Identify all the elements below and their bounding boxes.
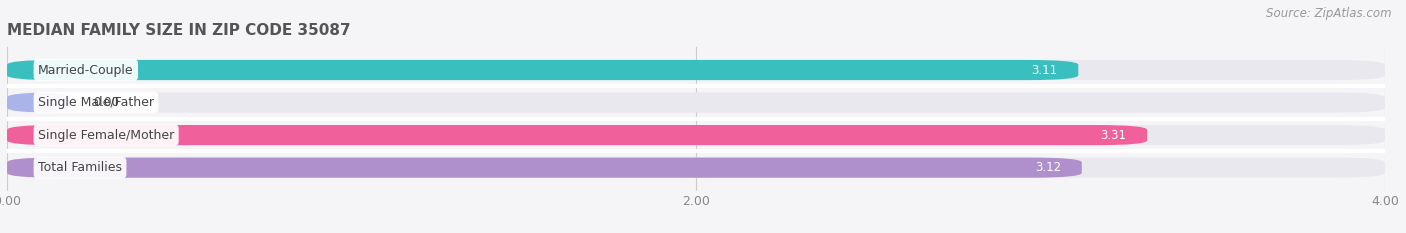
Text: Married-Couple: Married-Couple bbox=[38, 64, 134, 76]
Text: 3.12: 3.12 bbox=[1035, 161, 1062, 174]
FancyBboxPatch shape bbox=[7, 93, 69, 113]
Text: Single Female/Mother: Single Female/Mother bbox=[38, 129, 174, 142]
Text: Total Families: Total Families bbox=[38, 161, 122, 174]
Text: Single Male/Father: Single Male/Father bbox=[38, 96, 155, 109]
FancyBboxPatch shape bbox=[7, 125, 1385, 145]
FancyBboxPatch shape bbox=[7, 93, 1385, 113]
Text: 3.31: 3.31 bbox=[1101, 129, 1126, 142]
FancyBboxPatch shape bbox=[7, 60, 1078, 80]
FancyBboxPatch shape bbox=[7, 158, 1385, 178]
Text: 0.00: 0.00 bbox=[93, 96, 120, 109]
FancyBboxPatch shape bbox=[7, 158, 1081, 178]
Text: 3.11: 3.11 bbox=[1032, 64, 1057, 76]
FancyBboxPatch shape bbox=[7, 125, 1147, 145]
Text: MEDIAN FAMILY SIZE IN ZIP CODE 35087: MEDIAN FAMILY SIZE IN ZIP CODE 35087 bbox=[7, 24, 350, 38]
Text: Source: ZipAtlas.com: Source: ZipAtlas.com bbox=[1267, 7, 1392, 20]
FancyBboxPatch shape bbox=[7, 60, 1385, 80]
